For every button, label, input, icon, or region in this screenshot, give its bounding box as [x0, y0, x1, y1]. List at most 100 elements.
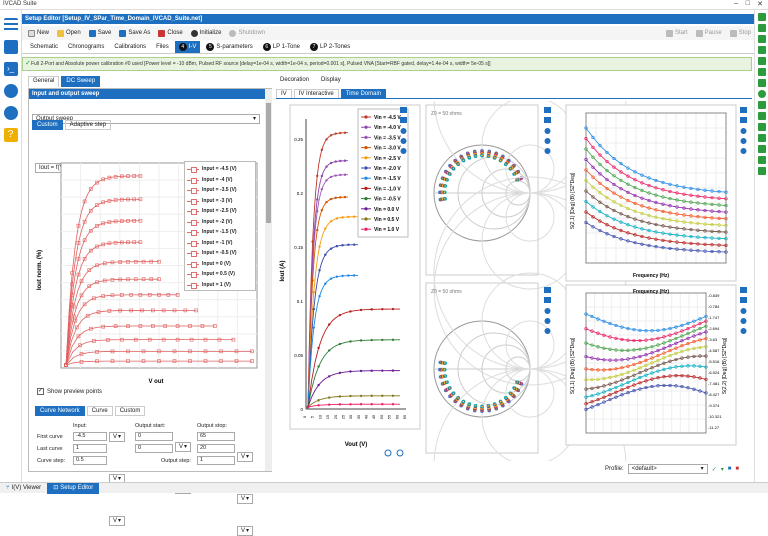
apply-icon[interactable]: ✓ — [711, 466, 717, 473]
option-icon[interactable] — [396, 449, 404, 457]
chart-tool-icon[interactable] — [400, 117, 407, 123]
chart-tool-icon[interactable] — [740, 328, 747, 334]
function-icon[interactable] — [757, 24, 766, 32]
output-start-unit-1[interactable]: V — [175, 442, 191, 452]
tab-curve-network[interactable]: Curve Network — [35, 406, 85, 416]
tab-curve[interactable]: Curve — [86, 406, 113, 416]
chart-tool-icon[interactable] — [740, 308, 747, 314]
tab-adaptive-step[interactable]: Adaptive step — [64, 120, 112, 130]
tab-display[interactable]: Display — [317, 76, 345, 84]
close-window-button[interactable]: ✕ — [757, 1, 763, 8]
globe-icon[interactable] — [757, 90, 766, 98]
close-button[interactable]: Close — [155, 29, 185, 37]
output-stop-unit-1[interactable]: V — [237, 452, 253, 462]
tab-custom[interactable]: Custom — [32, 120, 63, 130]
tab-iv-viewer[interactable]: ⑂ I(V) Viewer — [0, 483, 47, 494]
tab-iv-view[interactable]: IV — [276, 89, 292, 98]
output-start-input-1[interactable]: 0 — [135, 432, 173, 441]
tab-curve-custom[interactable]: Custom — [114, 406, 146, 416]
chart-icon[interactable] — [757, 46, 766, 54]
chart-tool-icon[interactable] — [544, 328, 551, 334]
chart-tool-icon[interactable] — [740, 318, 747, 324]
tab-s-parameters[interactable]: 5 S-parameters — [202, 41, 256, 53]
profile-menu-icon[interactable]: ▾ — [720, 466, 724, 473]
chart-tool-icon[interactable] — [740, 117, 747, 123]
chart-tool-icon[interactable] — [544, 128, 551, 134]
help-icon[interactable]: ? — [3, 128, 18, 142]
scrollbar-thumb[interactable] — [266, 103, 271, 223]
link-icon[interactable] — [757, 167, 766, 175]
terminal-icon[interactable]: ›_ — [3, 62, 18, 76]
settings-icon[interactable] — [3, 106, 18, 120]
chart-tool-icon[interactable] — [400, 148, 407, 154]
curve-step-input[interactable]: 0.5 — [73, 456, 107, 465]
chart-tool-icon[interactable] — [544, 148, 551, 154]
shutdown-button[interactable]: Shutdown — [226, 29, 268, 37]
first-curve-unit[interactable]: V — [109, 432, 125, 442]
show-preview-points[interactable]: ✓ Show preview points — [37, 388, 102, 395]
preview-checkbox[interactable]: ✓ — [37, 388, 44, 395]
stop-button[interactable]: Stop — [727, 29, 754, 37]
files-icon[interactable] — [3, 40, 18, 54]
save-button[interactable]: Save — [86, 29, 115, 37]
output-step-input[interactable]: 1 — [197, 456, 235, 465]
chart-tool-icon[interactable] — [400, 138, 407, 144]
profile-save-icon[interactable]: ■ — [727, 466, 732, 472]
chart-tool-icon[interactable] — [740, 128, 747, 134]
tab-iv-interactive[interactable]: IV Interactive — [293, 89, 339, 98]
start-button[interactable]: Start — [663, 29, 691, 37]
left-panel-scrollbar[interactable] — [265, 89, 272, 471]
chart-tool-icon[interactable] — [400, 128, 407, 134]
output-start-input-2[interactable]: 0 — [135, 444, 173, 453]
tab-chronograms[interactable]: Chronograms — [68, 44, 105, 50]
tab-decoration[interactable]: Decoration — [276, 76, 314, 84]
calculator-icon[interactable] — [757, 13, 766, 21]
last-curve-input[interactable]: 1 — [73, 444, 107, 453]
chart-tool-icon[interactable] — [544, 297, 551, 303]
list-icon[interactable] — [757, 112, 766, 120]
chart-tool-icon[interactable] — [400, 107, 407, 113]
database-icon[interactable] — [757, 68, 766, 76]
tab-general[interactable]: General — [28, 76, 60, 87]
curve-step-unit[interactable]: V — [109, 516, 125, 526]
tab-setup-editor[interactable]: ⊡ Setup Editor — [47, 482, 100, 494]
ok-icon[interactable] — [384, 449, 392, 457]
menu-icon[interactable] — [3, 18, 18, 32]
gear-icon[interactable] — [757, 79, 766, 87]
chart-tool-icon[interactable] — [544, 308, 551, 314]
share-icon[interactable] — [757, 156, 766, 164]
new-button[interactable]: New — [25, 29, 52, 37]
chart-tool-icon[interactable] — [544, 318, 551, 324]
monitor-icon[interactable] — [757, 134, 766, 142]
first-curve-input[interactable]: -4.5 — [73, 432, 107, 441]
profile-delete-icon[interactable]: ■ — [735, 466, 739, 472]
save-as-button[interactable]: Save As — [116, 29, 153, 37]
minimize-button[interactable]: – — [734, 0, 738, 7]
chart-tool-icon[interactable] — [544, 117, 551, 123]
tab-dc-sweep[interactable]: DC Sweep — [61, 76, 101, 87]
tool-icon[interactable] — [757, 123, 766, 131]
output-stop-input-1[interactable]: 65 — [197, 432, 235, 441]
tab-schematic[interactable]: Schematic — [30, 44, 59, 50]
open-button[interactable]: Open — [54, 29, 84, 37]
plugin-icon[interactable] — [757, 35, 766, 43]
chart-tool-icon[interactable] — [544, 138, 551, 144]
table-icon[interactable] — [757, 101, 766, 109]
sweep-mode-select[interactable]: Output sweep — [32, 114, 260, 124]
code-icon[interactable] — [757, 145, 766, 153]
tab-lp-1-tone[interactable]: 6 LP 1-Tone — [259, 41, 304, 53]
folder-icon[interactable] — [757, 57, 766, 65]
initialize-button[interactable]: Initialize — [188, 29, 225, 37]
pause-button[interactable]: Pause — [693, 29, 725, 37]
output-stop-unit-2[interactable]: V — [237, 494, 253, 504]
maximize-button[interactable]: □ — [745, 0, 750, 7]
chart-tool-icon[interactable] — [740, 107, 747, 113]
tab-calibrations[interactable]: Calibrations — [114, 44, 147, 50]
tab-files[interactable]: Files — [156, 44, 169, 50]
chart-tool-icon[interactable] — [740, 148, 747, 154]
chart-tool-icon[interactable] — [740, 138, 747, 144]
tab-time-domain[interactable]: Time Domain — [340, 89, 387, 98]
bug-icon[interactable] — [3, 84, 18, 98]
chart-tool-icon[interactable] — [544, 107, 551, 113]
chart-tool-icon[interactable] — [544, 287, 551, 293]
